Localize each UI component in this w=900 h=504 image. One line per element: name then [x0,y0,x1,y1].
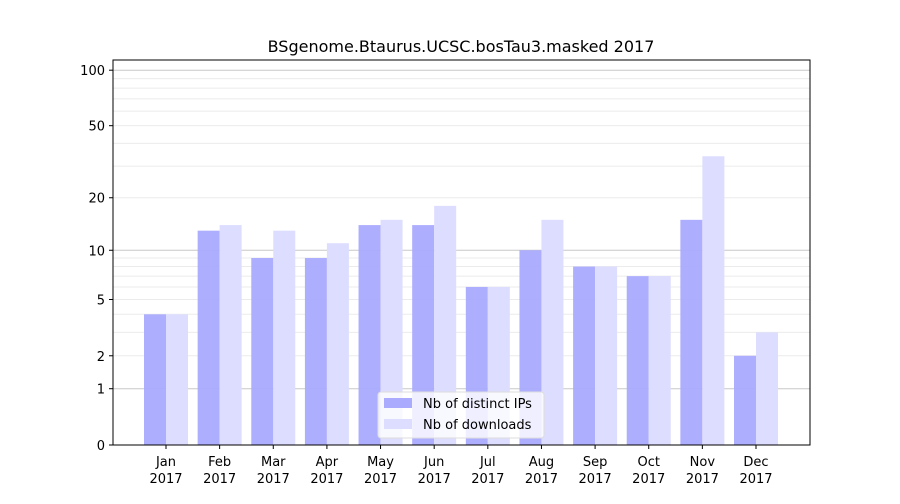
x-tick-label: Feb [208,455,231,470]
bar-ips [197,230,220,445]
bar-downloads [434,205,457,445]
x-tick-label-year: 2017 [418,472,451,487]
x-tick-label: Nov [690,455,716,470]
bar-ips [412,225,435,445]
x-tick-label-year: 2017 [257,472,290,487]
bar-ips [251,258,274,445]
bar-ips [144,314,166,445]
x-tick-label-year: 2017 [579,472,612,487]
x-tick-label: Jun [423,455,444,470]
bar-downloads [219,225,242,445]
x-tick-label-year: 2017 [364,472,397,487]
legend-swatch [384,419,412,429]
bar-downloads [756,332,778,445]
x-tick-label: Apr [316,455,339,470]
bar-ips [680,219,703,445]
bar-downloads [380,219,403,445]
x-tick-label-year: 2017 [525,472,558,487]
x-tick-label-year: 2017 [686,472,719,487]
x-tick-label: May [367,455,394,470]
y-tick-label: 100 [80,64,105,79]
y-tick-label: 50 [88,120,105,135]
legend-label: Nb of downloads [423,418,532,433]
bar-downloads [595,266,618,445]
x-tick-label: Oct [637,455,659,470]
y-tick-label: 10 [88,244,105,259]
legend-swatch [384,398,412,408]
legend-box [377,391,545,439]
plot-frame [112,59,811,446]
bar-ips [573,266,596,445]
x-tick-label-year: 2017 [203,472,236,487]
legend-label: Nb of distinct IPs [423,397,532,412]
legend: Nb of distinct IPs Nb of downloads [377,391,545,439]
bar-ips [734,355,756,445]
bar-downloads [541,219,564,445]
x-tick-label: Jan [155,455,176,470]
x-tick-label-year: 2017 [149,472,182,487]
x-tick-label-year: 2017 [739,472,772,487]
bar-ips [358,225,381,445]
x-tick-label: Aug [529,455,554,470]
y-tick-label: 5 [97,293,105,308]
bar-ips [626,276,649,445]
bar-downloads [166,314,188,445]
x-tick-label: Sep [583,455,608,470]
bar-downloads [273,230,296,445]
y-tick-label: 2 [97,350,105,365]
x-tick-label-year: 2017 [632,472,665,487]
x-tick-label-year: 2017 [310,472,343,487]
chart-title: BSgenome.Btaurus.UCSC.bosTau3.masked 201… [268,37,655,56]
x-tick-label: Jul [479,455,496,470]
x-tick-label: Dec [743,455,768,470]
bar-downloads [326,243,349,445]
x-tick-label: Mar [261,455,286,470]
y-tick-label: 1 [97,383,105,398]
y-tick-label: 0 [97,439,105,454]
x-tick-label-year: 2017 [471,472,504,487]
bar-downloads [702,156,725,445]
y-tick-label: 20 [88,192,105,207]
bar-downloads [648,276,671,445]
bar-ips [304,258,327,445]
